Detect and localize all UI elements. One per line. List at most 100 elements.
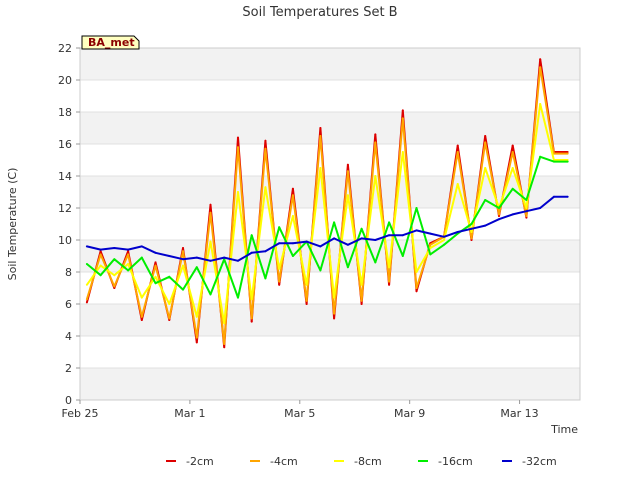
data-point-32cm: [484, 224, 487, 227]
data-point-32cm: [470, 227, 473, 230]
data-point-8cm: [168, 303, 171, 305]
data-point-4cm: [223, 343, 226, 345]
data-point-8cm: [278, 267, 281, 270]
x-axis: Feb 25 Mar 1 Mar 5 Mar 9 Mar 13: [62, 400, 539, 420]
series-lines: [85, 58, 569, 349]
legend-item-4cm: -4cm: [250, 455, 298, 468]
data-point-16cm: [401, 255, 404, 257]
data-point-8cm: [566, 159, 569, 161]
legend: -2cm -4cm -8cm -16cm -32cm: [166, 455, 557, 468]
data-point-2cm: [566, 151, 569, 153]
legend-label: -32cm: [522, 455, 557, 468]
data-point-2cm: [401, 109, 404, 112]
series-line-16cm: [86, 155, 568, 299]
data-point-4cm: [346, 170, 349, 173]
data-point-32cm: [443, 235, 446, 238]
data-point-32cm: [497, 218, 500, 221]
data-point-32cm: [113, 247, 116, 249]
data-point-4cm: [429, 243, 432, 246]
series-8cm: [85, 103, 569, 325]
data-point-32cm: [374, 239, 377, 241]
data-point-8cm: [470, 231, 473, 233]
data-point-16cm: [333, 221, 336, 224]
data-point-2cm: [511, 144, 514, 147]
data-point-4cm: [85, 298, 88, 301]
data-point-32cm: [209, 259, 212, 262]
data-point-4cm: [539, 66, 542, 69]
data-point-4cm: [388, 280, 391, 283]
data-point-4cm: [333, 312, 336, 315]
x-tick-label: Feb 25: [62, 407, 99, 420]
data-point-32cm: [305, 240, 308, 243]
y-tick-label: 18: [58, 106, 72, 119]
data-point-16cm: [278, 226, 281, 229]
data-point-32cm: [333, 237, 336, 240]
legend-label: -16cm: [438, 455, 473, 468]
data-point-8cm: [264, 186, 267, 189]
data-point-4cm: [250, 317, 253, 320]
data-point-4cm: [236, 146, 239, 149]
data-point-4cm: [511, 151, 514, 153]
data-point-2cm: [360, 303, 363, 305]
data-point-16cm: [154, 282, 157, 285]
data-point-4cm: [182, 250, 185, 253]
data-point-8cm: [195, 315, 198, 318]
y-tick-label: 10: [58, 234, 72, 247]
data-point-32cm: [291, 242, 294, 245]
data-point-4cm: [374, 141, 377, 144]
data-point-8cm: [182, 264, 185, 267]
y-tick-label: 22: [58, 42, 72, 55]
data-point-2cm: [209, 203, 212, 206]
data-point-16cm: [182, 288, 185, 291]
data-point-4cm: [154, 264, 157, 267]
data-point-8cm: [291, 215, 294, 217]
data-point-2cm: [182, 247, 185, 249]
data-point-8cm: [113, 274, 116, 277]
data-point-4cm: [127, 253, 130, 256]
data-point-32cm: [99, 248, 102, 251]
data-point-32cm: [511, 213, 514, 216]
x-tick-label: Mar 13: [500, 407, 538, 420]
data-point-32cm: [85, 245, 88, 248]
data-point-4cm: [278, 280, 281, 283]
data-point-8cm: [140, 296, 143, 299]
data-point-16cm: [388, 221, 391, 224]
data-point-8cm: [333, 296, 336, 299]
data-point-2cm: [319, 127, 322, 129]
data-point-16cm: [470, 223, 473, 225]
data-point-2cm: [525, 216, 528, 219]
data-point-2cm: [140, 319, 143, 321]
data-point-16cm: [113, 258, 116, 261]
data-point-4cm: [99, 253, 102, 256]
chart-title: Soil Temperatures Set B: [242, 5, 397, 20]
data-point-16cm: [236, 296, 239, 299]
data-point-4cm: [319, 135, 322, 137]
data-point-16cm: [127, 269, 130, 272]
data-point-4cm: [140, 315, 143, 318]
data-point-2cm: [85, 301, 88, 304]
data-point-2cm: [333, 317, 336, 320]
data-point-32cm: [360, 237, 363, 240]
data-point-2cm: [113, 287, 116, 289]
data-point-16cm: [291, 255, 294, 257]
data-point-32cm: [456, 231, 459, 233]
data-point-2cm: [456, 144, 459, 147]
y-axis: 0 2 4 6 8 10 12 14 16 18 20 22: [58, 42, 80, 407]
data-point-4cm: [209, 211, 212, 214]
data-point-16cm: [415, 207, 418, 209]
data-point-8cm: [223, 322, 226, 325]
data-point-16cm: [539, 155, 542, 158]
data-point-4cm: [484, 141, 487, 144]
grid-band: [80, 368, 580, 400]
x-axis-title: Time: [550, 423, 578, 436]
data-point-4cm: [305, 299, 308, 302]
data-point-32cm: [140, 245, 143, 248]
data-point-8cm: [85, 283, 88, 286]
data-point-16cm: [140, 256, 143, 259]
legend-label: -4cm: [270, 455, 298, 468]
data-point-2cm: [346, 163, 349, 166]
data-point-32cm: [525, 210, 528, 213]
data-point-16cm: [360, 227, 363, 230]
data-point-8cm: [154, 275, 157, 278]
data-point-8cm: [429, 247, 432, 249]
